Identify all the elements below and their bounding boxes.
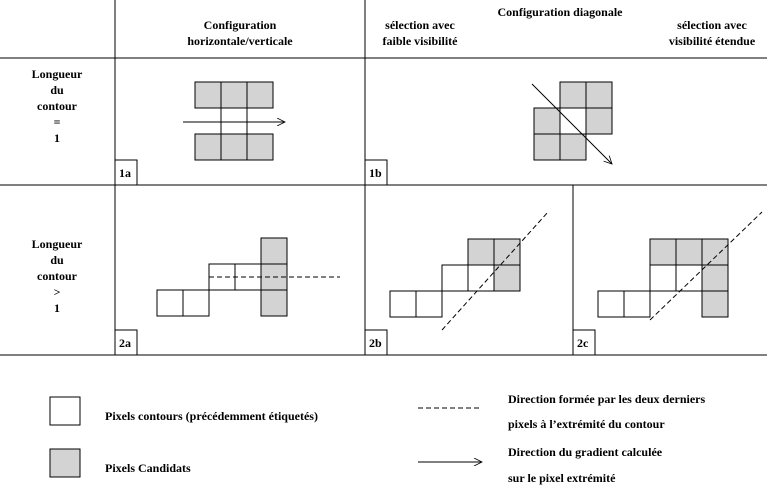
cell-labels: 1a 1b 2a 2b 2c — [119, 166, 589, 350]
cell-label: 2b — [369, 336, 382, 350]
legend: Pixels contours (précédemment étiquetés)… — [49, 392, 706, 485]
row-label: Longueur — [32, 67, 83, 81]
pixels — [156, 81, 763, 331]
header: sélection avec — [677, 18, 747, 32]
row-label: 1 — [54, 131, 60, 145]
row-label: contour — [37, 269, 78, 283]
legend-text: Pixels Candidats — [105, 461, 191, 475]
header: Configuration diagonale — [497, 5, 623, 19]
legend-text: Pixels contours (précédemment étiquetés) — [105, 409, 318, 423]
header: Configuration — [204, 18, 277, 32]
headers: Configuration horizontale/verticale Conf… — [187, 5, 755, 48]
row-label: > — [54, 285, 61, 299]
cell-label: 1b — [369, 166, 382, 180]
cell-label: 1a — [119, 166, 131, 180]
header: sélection avec — [385, 18, 455, 32]
row-label: = — [54, 115, 61, 129]
header: faible visibilité — [383, 34, 459, 48]
header: visibilité étendue — [669, 34, 756, 48]
row-label: contour — [37, 99, 78, 113]
table-grid — [0, 0, 767, 356]
header: horizontale/verticale — [187, 34, 293, 48]
row-label: Longueur — [32, 237, 83, 251]
row-label: du — [50, 83, 64, 97]
row-label: 1 — [54, 301, 60, 315]
cell-label: 2c — [577, 336, 589, 350]
legend-text: sur le pixel extrémité — [508, 471, 616, 485]
legend-text: Direction du gradient calculée — [508, 445, 663, 459]
legend-text: Direction formée par les deux derniers — [508, 392, 706, 406]
row-labels: Longueur du contour = 1 Longueur du contour >1 — [32, 67, 83, 315]
legend-text: pixels à l’extrémité du contour — [508, 417, 665, 431]
row-label: du — [50, 253, 64, 267]
cell-label: 2a — [119, 336, 131, 350]
